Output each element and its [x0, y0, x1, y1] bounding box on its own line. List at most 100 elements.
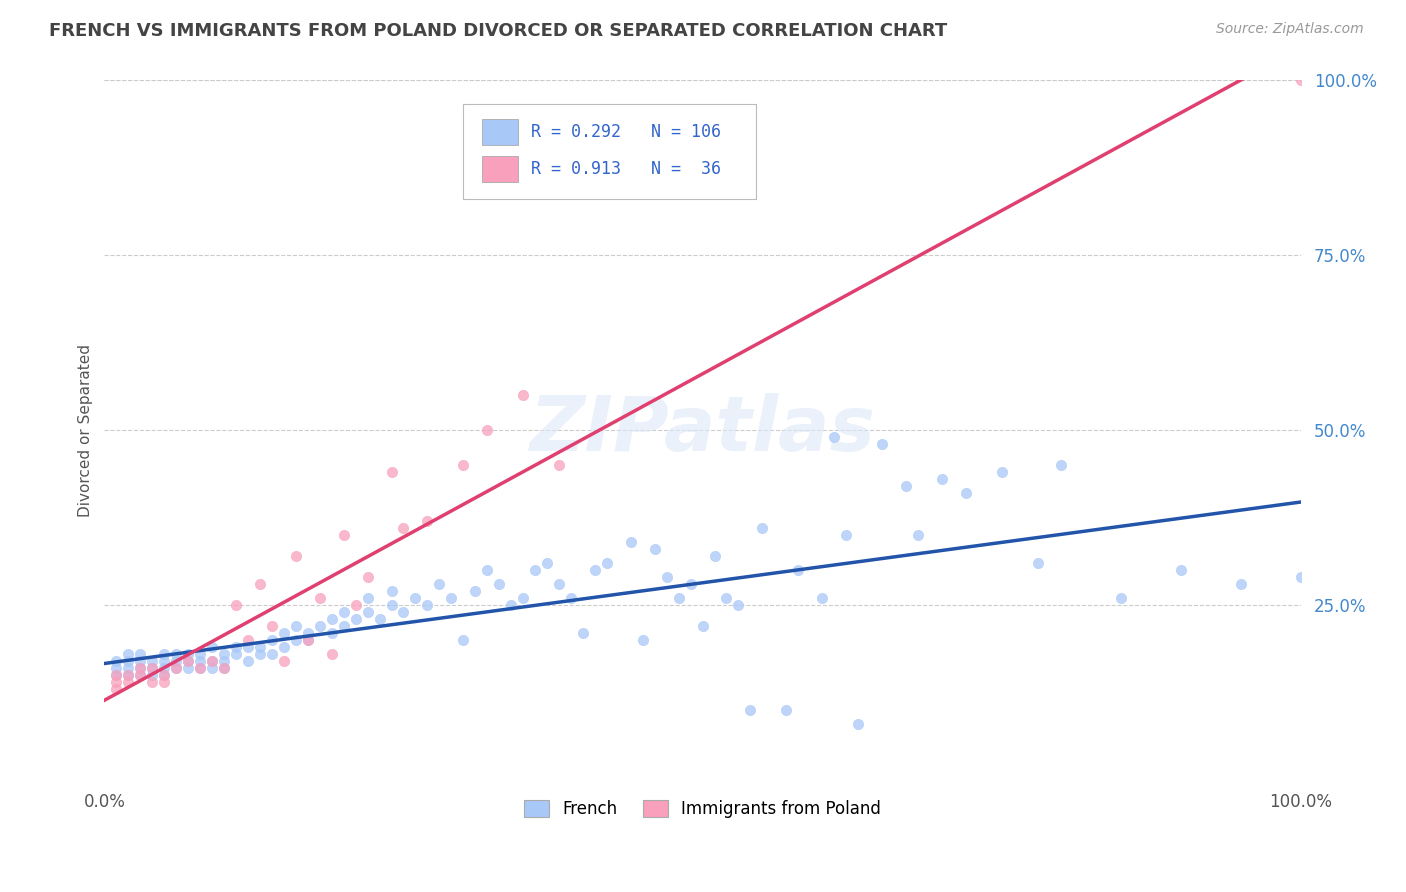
Point	[129, 661, 152, 675]
Text: Source: ZipAtlas.com: Source: ZipAtlas.com	[1216, 22, 1364, 37]
Point	[931, 472, 953, 486]
Point	[105, 682, 128, 697]
Point	[153, 661, 176, 675]
Y-axis label: Divorced or Separated: Divorced or Separated	[79, 343, 93, 516]
Point	[273, 640, 295, 655]
Point	[129, 654, 152, 668]
Point	[1050, 458, 1073, 472]
Point	[177, 647, 200, 661]
Point	[332, 605, 354, 619]
Point	[668, 591, 690, 606]
Point	[716, 591, 738, 606]
Point	[188, 661, 211, 675]
Point	[284, 633, 307, 648]
Point	[907, 528, 929, 542]
Text: ZIPatlas: ZIPatlas	[530, 393, 876, 467]
Point	[273, 654, 295, 668]
Point	[165, 661, 187, 675]
Point	[692, 619, 714, 633]
Point	[249, 640, 271, 655]
Point	[787, 563, 810, 577]
Point	[201, 661, 224, 675]
Point	[308, 591, 330, 606]
Point	[321, 647, 343, 661]
Point	[117, 668, 139, 682]
Point	[165, 647, 187, 661]
Point	[212, 661, 235, 675]
Text: FRENCH VS IMMIGRANTS FROM POLAND DIVORCED OR SEPARATED CORRELATION CHART: FRENCH VS IMMIGRANTS FROM POLAND DIVORCE…	[49, 22, 948, 40]
Point	[153, 654, 176, 668]
Point	[153, 675, 176, 690]
Point	[740, 703, 762, 717]
Point	[356, 591, 378, 606]
Point	[811, 591, 834, 606]
Point	[225, 647, 247, 661]
Point	[344, 598, 367, 612]
Point	[392, 521, 415, 535]
Point	[141, 675, 163, 690]
Point	[105, 668, 128, 682]
Point	[236, 640, 259, 655]
Point	[260, 633, 283, 648]
Point	[512, 388, 534, 402]
Point	[1230, 577, 1253, 591]
Point	[212, 654, 235, 668]
Point	[775, 703, 797, 717]
Point	[427, 577, 450, 591]
Point	[823, 430, 845, 444]
Point	[727, 598, 749, 612]
Point	[249, 647, 271, 661]
Point	[260, 647, 283, 661]
Point	[655, 570, 678, 584]
Point	[321, 626, 343, 640]
Point	[488, 577, 510, 591]
Point	[356, 570, 378, 584]
FancyBboxPatch shape	[482, 120, 519, 145]
Point	[129, 668, 152, 682]
Point	[870, 437, 893, 451]
Point	[1170, 563, 1192, 577]
Point	[524, 563, 547, 577]
Point	[297, 633, 319, 648]
Point	[129, 668, 152, 682]
Point	[249, 577, 271, 591]
Point	[201, 654, 224, 668]
Point	[284, 619, 307, 633]
Point	[297, 626, 319, 640]
Point	[273, 626, 295, 640]
Point	[703, 549, 725, 564]
Point	[141, 661, 163, 675]
Point	[284, 549, 307, 564]
Point	[620, 535, 643, 549]
Point	[212, 661, 235, 675]
Point	[751, 521, 773, 535]
Point	[477, 423, 499, 437]
Point	[105, 654, 128, 668]
Point	[380, 465, 402, 479]
Point	[548, 458, 571, 472]
Point	[380, 584, 402, 599]
Point	[835, 528, 858, 542]
Point	[105, 675, 128, 690]
Point	[117, 654, 139, 668]
Point	[105, 668, 128, 682]
Point	[572, 626, 595, 640]
Point	[894, 479, 917, 493]
Point	[117, 661, 139, 675]
Point	[117, 675, 139, 690]
Point	[236, 654, 259, 668]
Text: R = 0.913   N =  36: R = 0.913 N = 36	[531, 161, 721, 178]
Point	[631, 633, 654, 648]
Point	[117, 647, 139, 661]
Point	[583, 563, 606, 577]
Point	[344, 612, 367, 626]
Point	[477, 563, 499, 577]
Point	[297, 633, 319, 648]
Point	[153, 668, 176, 682]
Point	[225, 640, 247, 655]
Point	[321, 612, 343, 626]
Point	[188, 661, 211, 675]
Point	[332, 619, 354, 633]
Point	[596, 556, 619, 570]
Point	[165, 661, 187, 675]
